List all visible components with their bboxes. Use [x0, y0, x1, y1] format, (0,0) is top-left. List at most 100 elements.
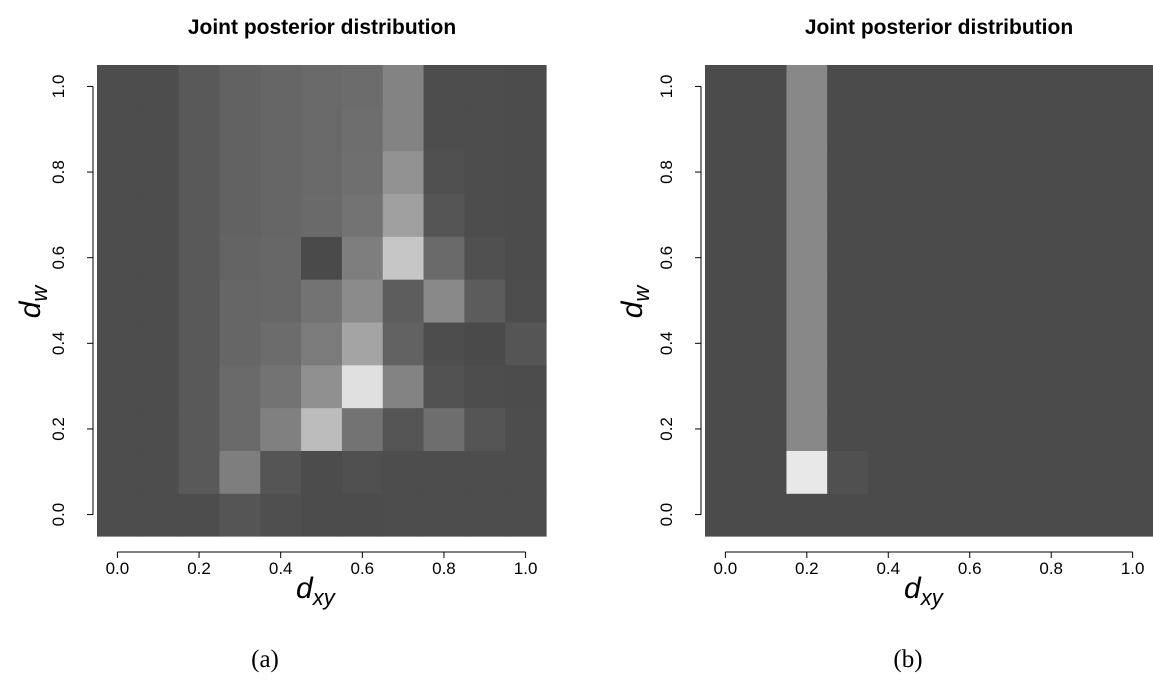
panel-b-title: Joint posterior distribution [805, 16, 1073, 39]
panel-a-cell [178, 364, 221, 409]
panel-b-x-axis-label: dxy [904, 572, 945, 610]
panel-b-cell [990, 450, 1032, 494]
panel-a-cell [423, 407, 465, 451]
panel-a-cell [464, 321, 506, 366]
panel-a-cell [178, 193, 221, 237]
panel-a-cell [464, 279, 506, 323]
panel-b-cell [949, 150, 991, 195]
panel-a-y-tick-label: 0.8 [49, 160, 68, 184]
panel-b-cell [827, 493, 869, 537]
panel-b-cell [1112, 150, 1153, 195]
panel-a-cell [260, 65, 302, 109]
panel-a-cell [382, 364, 425, 409]
panel-a-cell [97, 493, 139, 537]
panel-a-cell [423, 236, 465, 280]
panel-b-cell [745, 150, 788, 195]
panel-a-cell [260, 236, 302, 280]
panel-b-cell [745, 65, 788, 109]
panel-a-y-tick-label: 0.0 [49, 503, 68, 527]
panel-a-cell [505, 407, 547, 451]
panel-a-cell [97, 65, 139, 109]
panel-a-cell [505, 364, 547, 409]
panel-b-cell [827, 321, 869, 366]
panel-b-cell [990, 407, 1032, 451]
panel-b-y-tick-label: 0.8 [657, 160, 676, 184]
panel-b-caption: (b) [893, 646, 922, 673]
panel-b-cell [867, 321, 910, 366]
panel-a-cell [301, 107, 343, 152]
panel-a-cell [97, 450, 139, 494]
panel-b-cell [1071, 65, 1113, 109]
panel-b-x-tick-label: 1.0 [1121, 559, 1145, 578]
panel-a-cell [505, 236, 547, 280]
panel-a-cell [505, 493, 547, 537]
panel-a-cell [341, 407, 384, 451]
panel-b-cell [908, 107, 950, 152]
panel-a-cell [505, 450, 547, 494]
panel-a-cell [219, 407, 261, 451]
panel-b-cell [1030, 236, 1073, 280]
panel-b-x-tick-label: 0.6 [958, 559, 982, 578]
panel-a-cell [137, 65, 180, 109]
panel-b-cell [1112, 193, 1153, 237]
panel-b-x-tick-label: 0.2 [795, 559, 819, 578]
panel-b-cell [786, 193, 828, 237]
panel-a-cell [382, 450, 425, 494]
panel-b-cell [705, 279, 747, 323]
panel-b-cell [827, 450, 869, 494]
panel-a-cell [382, 321, 425, 366]
panel-a-cell [341, 150, 384, 195]
panel-a-cell [97, 150, 139, 195]
panel-a-cell [341, 450, 384, 494]
panel-a-cell [301, 236, 343, 280]
panel-a-cell [137, 107, 180, 152]
panel-a-cell [382, 193, 425, 237]
panel-a-y-tick-label: 0.2 [49, 417, 68, 441]
panel-b-cell [990, 493, 1032, 537]
panel-b-cell [705, 236, 747, 280]
panel-a-cell [137, 493, 180, 537]
panel-a-cell [219, 107, 261, 152]
panel-a-cell [178, 279, 221, 323]
panel-b-cell [705, 493, 747, 537]
panel-b-cell [705, 364, 747, 409]
panel-b-cell [867, 407, 910, 451]
panel-b-cell [1112, 321, 1153, 366]
panel-b-cell [867, 193, 910, 237]
panel-a-cell [341, 236, 384, 280]
panel-b-cell [827, 236, 869, 280]
panel-a-cell [260, 193, 302, 237]
panel-a-cell [97, 107, 139, 152]
panel-b-cell [1112, 407, 1153, 451]
panel-a-cell [219, 493, 261, 537]
panel-a-cell [464, 364, 506, 409]
panel-a-cell [423, 107, 465, 152]
panel-b-cell [908, 450, 950, 494]
panel-b-cell [705, 321, 747, 366]
panel-a-cell [178, 236, 221, 280]
panel-b-cell [990, 321, 1032, 366]
panel-b-cell [786, 236, 828, 280]
panel-b-cell [786, 493, 828, 537]
panel-b-cell [949, 279, 991, 323]
panel-a-cell [341, 279, 384, 323]
panel-b-cell [990, 236, 1032, 280]
panel-a-cell [219, 364, 261, 409]
panel-b-x-tick-label: 0.0 [714, 559, 738, 578]
panel-b-cell [786, 450, 828, 494]
panel-b-cell [867, 107, 910, 152]
panel-b-cell [1030, 450, 1073, 494]
panel-b-cell [1071, 450, 1113, 494]
panel-a-cell [423, 321, 465, 366]
panel-b-cell [1112, 236, 1153, 280]
panel-a-cell [301, 150, 343, 195]
panel-a-cell [260, 493, 302, 537]
panel-b-cell [1071, 236, 1113, 280]
panel-a-cell [464, 65, 506, 109]
panel-b-cell [949, 193, 991, 237]
panel-a-cell [382, 407, 425, 451]
panel-a-cell [97, 236, 139, 280]
panel-a-cell [178, 150, 221, 195]
panel-b-cell [827, 150, 869, 195]
